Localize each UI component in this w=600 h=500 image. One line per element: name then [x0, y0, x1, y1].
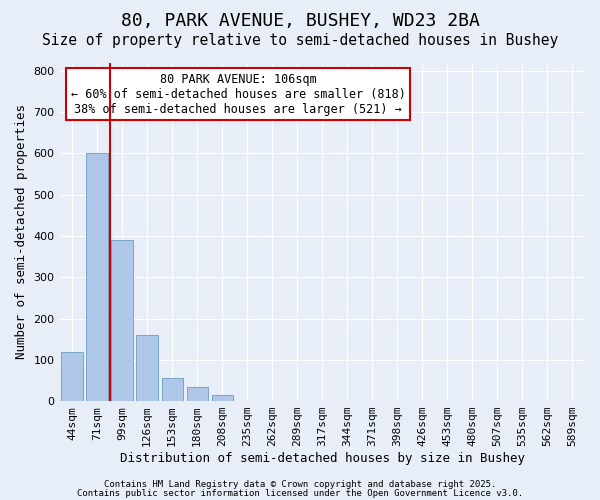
Y-axis label: Number of semi-detached properties: Number of semi-detached properties — [15, 104, 28, 360]
Bar — [161, 378, 183, 401]
Text: 80, PARK AVENUE, BUSHEY, WD23 2BA: 80, PARK AVENUE, BUSHEY, WD23 2BA — [121, 12, 479, 30]
Bar — [187, 388, 208, 401]
Bar — [112, 240, 133, 401]
Bar — [86, 154, 108, 401]
Text: 80 PARK AVENUE: 106sqm
← 60% of semi-detached houses are smaller (818)
38% of se: 80 PARK AVENUE: 106sqm ← 60% of semi-det… — [71, 72, 406, 116]
Text: Contains public sector information licensed under the Open Government Licence v3: Contains public sector information licen… — [77, 488, 523, 498]
X-axis label: Distribution of semi-detached houses by size in Bushey: Distribution of semi-detached houses by … — [120, 452, 525, 465]
Bar — [136, 335, 158, 401]
Text: Size of property relative to semi-detached houses in Bushey: Size of property relative to semi-detach… — [42, 32, 558, 48]
Bar — [212, 396, 233, 401]
Bar — [61, 352, 83, 401]
Text: Contains HM Land Registry data © Crown copyright and database right 2025.: Contains HM Land Registry data © Crown c… — [104, 480, 496, 489]
